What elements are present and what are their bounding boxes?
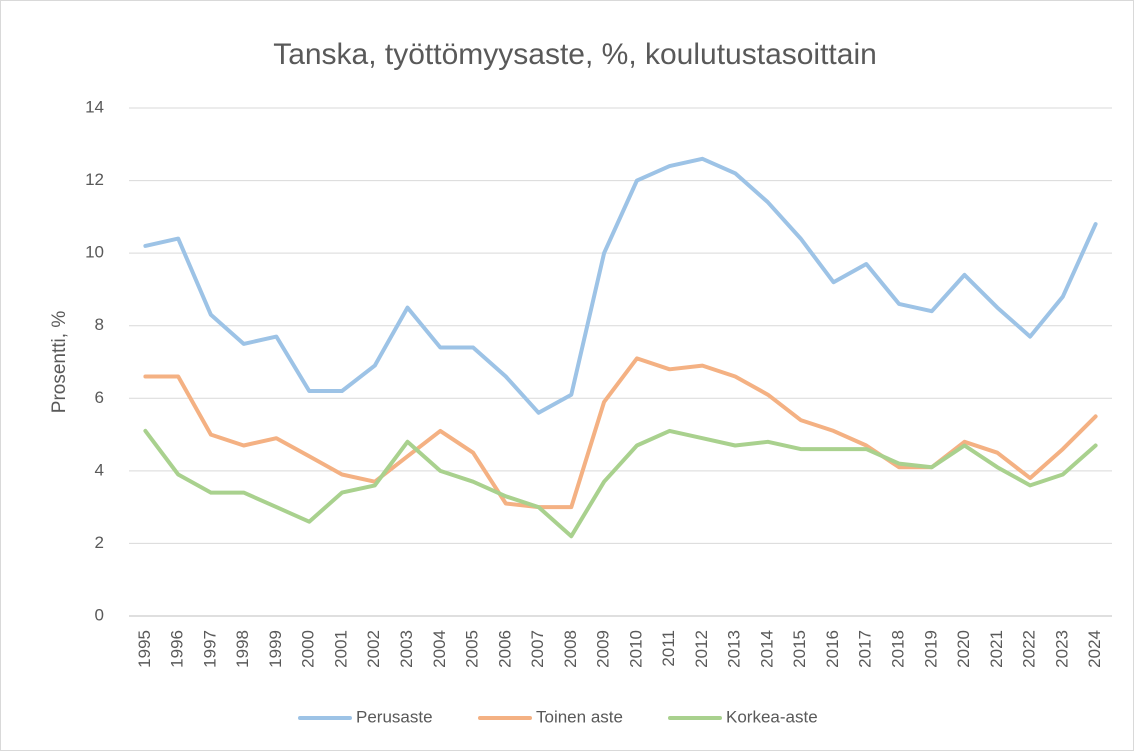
x-tick-label: 2015 [790,630,809,668]
x-tick-label: 2020 [954,630,973,668]
x-tick-label: 2009 [594,630,613,668]
y-tick-label: 14 [85,97,104,116]
x-tick-label: 1997 [200,630,219,668]
x-tick-label: 1995 [135,630,154,668]
y-tick-label: 0 [95,605,104,624]
x-tick-label: 2012 [692,630,711,668]
x-tick-label: 2007 [528,630,547,668]
legend-label: Perusaste [356,707,433,726]
y-tick-label: 10 [85,243,104,262]
x-tick-label: 2003 [397,630,416,668]
x-tick-label: 2011 [659,630,678,667]
x-tick-label: 2005 [463,630,482,668]
x-tick-label: 2006 [495,630,514,668]
y-tick-label: 4 [95,460,104,479]
x-tick-label: 2022 [1020,630,1039,668]
series-line [143,156,1098,415]
x-tick-label: 2001 [331,630,350,668]
x-tick-label: 1999 [266,630,285,668]
y-tick-label: 8 [95,315,104,334]
x-tick-label: 2024 [1085,630,1104,668]
legend-label: Korkea-aste [726,707,818,726]
series-line [143,428,1098,539]
x-tick-label: 2002 [364,630,383,668]
x-tick-label: 2000 [299,630,318,668]
y-axis-title: Prosentti, % [49,311,70,414]
x-tick-label: 1998 [233,630,252,668]
x-tick-label: 2013 [725,630,744,668]
x-tick-label: 2017 [856,630,875,668]
x-tick-label: 2019 [921,630,940,668]
x-tick-label: 2021 [987,630,1006,668]
x-tick-label: 2018 [889,630,908,668]
x-tick-label: 2010 [626,630,645,668]
x-tick-label: 2008 [561,630,580,668]
x-tick-label: 1996 [168,630,187,668]
x-tick-label: 2023 [1052,630,1071,668]
y-tick-label: 12 [85,170,104,189]
y-tick-label: 2 [95,533,104,552]
chart-title: Tanska, työttömyysaste, %, koulutustasoi… [273,38,877,71]
legend-label: Toinen aste [536,707,623,726]
y-tick-label: 6 [95,388,104,407]
x-tick-label: 2004 [430,630,449,668]
x-tick-label: 2014 [757,630,776,668]
x-tick-label: 2016 [823,630,842,668]
